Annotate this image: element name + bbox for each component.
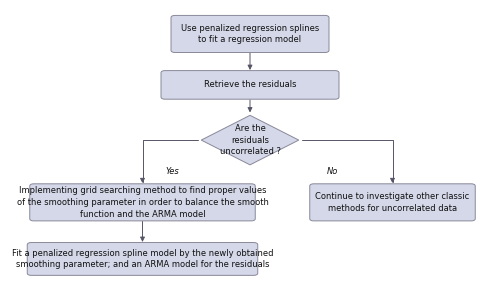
FancyBboxPatch shape xyxy=(310,184,476,221)
Text: Yes: Yes xyxy=(166,167,179,176)
Polygon shape xyxy=(201,115,299,165)
Text: No: No xyxy=(327,167,338,176)
Text: Implementing grid searching method to find proper values
of the smoothing parame: Implementing grid searching method to fi… xyxy=(16,186,268,219)
FancyBboxPatch shape xyxy=(161,71,339,99)
Text: Are the
residuals
uncorrelated ?: Are the residuals uncorrelated ? xyxy=(220,124,280,156)
Text: Fit a penalized regression spline model by the newly obtained
smoothing paramete: Fit a penalized regression spline model … xyxy=(12,248,273,269)
Text: Use penalized regression splines
to fit a regression model: Use penalized regression splines to fit … xyxy=(181,23,319,44)
Text: Continue to investigate other classic
methods for uncorrelated data: Continue to investigate other classic me… xyxy=(316,192,470,213)
FancyBboxPatch shape xyxy=(30,184,255,221)
FancyBboxPatch shape xyxy=(171,15,329,53)
FancyBboxPatch shape xyxy=(27,243,258,275)
Text: Retrieve the residuals: Retrieve the residuals xyxy=(204,80,296,89)
